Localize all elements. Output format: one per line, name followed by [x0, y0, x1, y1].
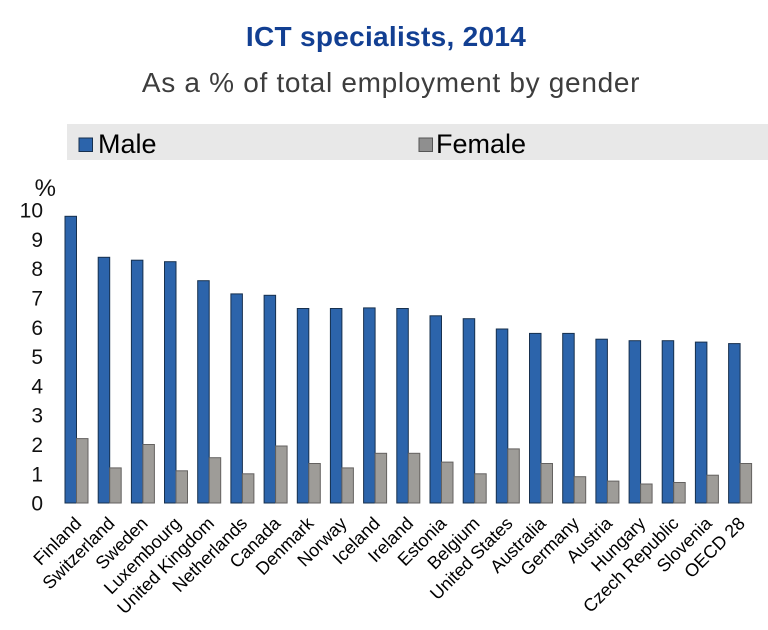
svg-text:As a % of total employment by: As a % of total employment by gender	[142, 67, 640, 98]
svg-text:%: %	[35, 175, 56, 202]
svg-text:0: 0	[31, 493, 43, 516]
svg-text:10: 10	[20, 200, 43, 223]
svg-text:ICT specialists, 2014: ICT specialists, 2014	[246, 21, 526, 52]
svg-text:6: 6	[31, 317, 43, 340]
svg-text:5: 5	[31, 346, 43, 369]
svg-text:4: 4	[31, 375, 43, 398]
svg-text:3: 3	[31, 405, 43, 428]
svg-text:8: 8	[31, 258, 43, 281]
svg-text:Female: Female	[436, 129, 526, 159]
svg-text:9: 9	[31, 229, 43, 252]
svg-text:Male: Male	[98, 129, 157, 159]
svg-text:1: 1	[31, 463, 43, 486]
svg-text:7: 7	[31, 288, 43, 311]
svg-text:2: 2	[31, 434, 43, 457]
